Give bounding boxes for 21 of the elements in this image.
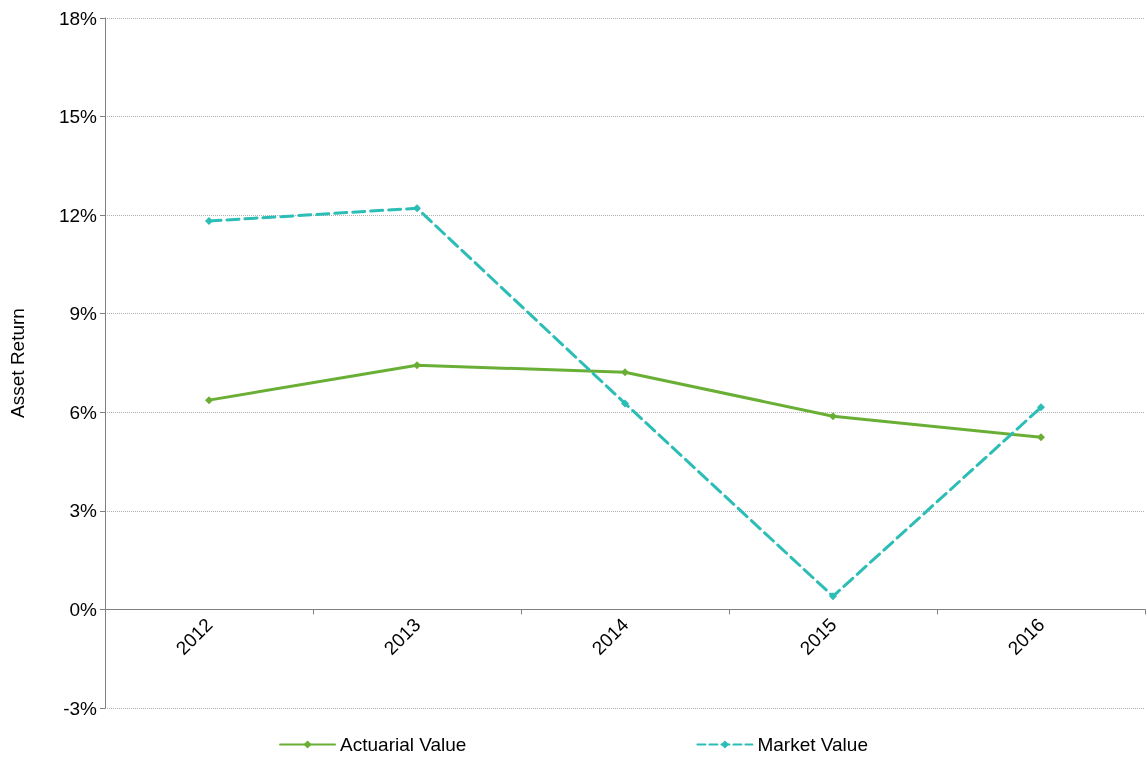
- legend-label: Market Value: [757, 734, 868, 755]
- point: [621, 368, 629, 377]
- point: [621, 399, 629, 408]
- y-tick-label: 6%: [69, 401, 98, 423]
- y-tick-label: 3%: [69, 500, 98, 522]
- point: [829, 592, 837, 601]
- point: [413, 361, 421, 370]
- y-tick-label: 15%: [58, 106, 98, 128]
- y-tick-label: 0%: [69, 598, 98, 620]
- legend-label: Actuarial Value: [340, 734, 467, 755]
- point: [1037, 403, 1045, 412]
- point: [829, 412, 837, 421]
- point: [205, 217, 213, 226]
- point: [205, 396, 213, 405]
- y-tick-label: 9%: [69, 303, 98, 325]
- y-tick-label: 18%: [58, 7, 98, 29]
- point: [413, 204, 421, 213]
- y-tick-label: 12%: [58, 204, 98, 226]
- y-tick-label: -3%: [63, 697, 98, 719]
- y-axis-title: Asset Return: [7, 308, 28, 418]
- point: [1037, 433, 1045, 442]
